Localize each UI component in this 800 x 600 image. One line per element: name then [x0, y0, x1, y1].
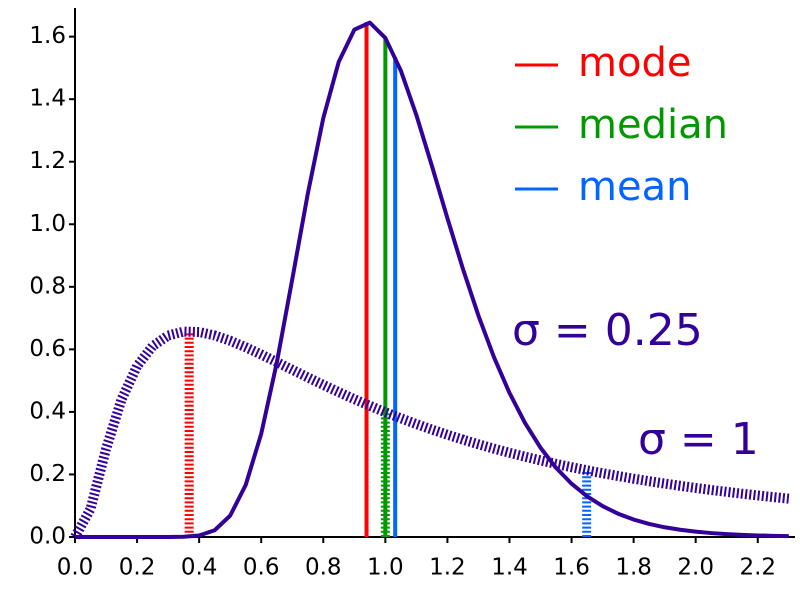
x-tick-label: 1.2: [429, 555, 466, 581]
x-tick-label: 0.6: [243, 555, 280, 581]
x-tick-label: 1.8: [615, 555, 652, 581]
series-line: [75, 20, 789, 539]
y-tick-label: 1.2: [29, 148, 66, 174]
x-tick-label: 0.8: [305, 555, 342, 581]
series-line: [70, 326, 790, 540]
y-tick-label: 0.6: [29, 336, 66, 362]
y-tick-label: 1.6: [29, 23, 66, 49]
x-tick-label: 0.2: [119, 555, 156, 581]
x-tick-label: 2.0: [677, 555, 714, 581]
y-tick-label: 0.2: [29, 461, 66, 487]
series-label: σ = 1: [638, 414, 759, 465]
y-tick-label: 1.0: [29, 211, 66, 237]
legend-label: mode: [578, 40, 691, 86]
legend-label: median: [578, 102, 728, 148]
y-tick-label: 0.8: [29, 273, 66, 299]
x-tick-label: 2.2: [739, 555, 776, 581]
x-tick-label: 0.0: [57, 555, 94, 581]
series-label: σ = 0.25: [512, 305, 703, 356]
y-tick-label: 0.4: [29, 398, 66, 424]
y-tick-label: 1.4: [29, 86, 66, 112]
x-tick-label: 1.0: [367, 555, 404, 581]
y-tick-label: 0.0: [29, 524, 66, 550]
x-tick-label: 1.6: [553, 555, 590, 581]
x-tick-label: 1.4: [491, 555, 528, 581]
x-tick-label: 0.4: [181, 555, 218, 581]
legend-label: mean: [578, 164, 691, 210]
